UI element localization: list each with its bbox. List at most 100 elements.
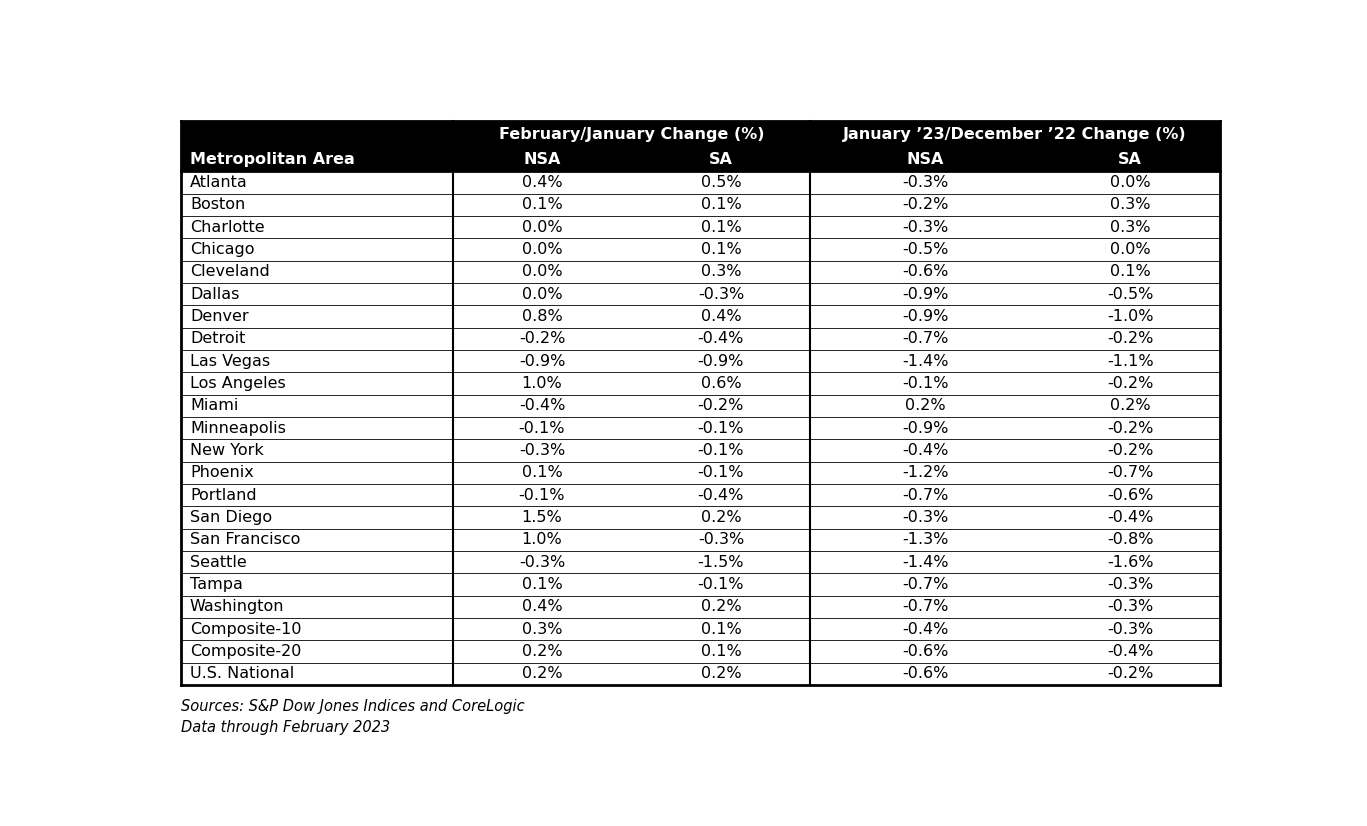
Text: -0.3%: -0.3% bbox=[697, 287, 744, 301]
Text: 0.6%: 0.6% bbox=[700, 376, 741, 391]
Text: -0.4%: -0.4% bbox=[697, 487, 744, 503]
Text: -0.2%: -0.2% bbox=[1107, 420, 1154, 436]
Text: 0.1%: 0.1% bbox=[700, 644, 741, 659]
Text: 0.1%: 0.1% bbox=[700, 197, 741, 212]
Text: 0.2%: 0.2% bbox=[522, 644, 562, 659]
Text: -0.1%: -0.1% bbox=[697, 443, 744, 458]
Text: -0.4%: -0.4% bbox=[1107, 510, 1154, 525]
Text: San Diego: San Diego bbox=[190, 510, 272, 525]
Bar bbox=[182, 121, 1219, 172]
Text: -0.3%: -0.3% bbox=[519, 443, 565, 458]
Text: 1.0%: 1.0% bbox=[522, 533, 562, 548]
Text: 0.0%: 0.0% bbox=[522, 220, 562, 235]
Text: Dallas: Dallas bbox=[190, 287, 239, 301]
Text: Composite-10: Composite-10 bbox=[190, 622, 302, 637]
Text: 0.4%: 0.4% bbox=[700, 309, 741, 324]
Text: 0.2%: 0.2% bbox=[700, 510, 741, 525]
Text: -0.4%: -0.4% bbox=[1107, 644, 1154, 659]
Text: 0.0%: 0.0% bbox=[522, 287, 562, 301]
Text: 0.2%: 0.2% bbox=[1110, 398, 1151, 413]
Text: -0.1%: -0.1% bbox=[697, 577, 744, 592]
Text: -0.2%: -0.2% bbox=[1107, 376, 1154, 391]
Text: 0.3%: 0.3% bbox=[522, 622, 562, 637]
Text: 0.2%: 0.2% bbox=[700, 600, 741, 615]
Text: -0.6%: -0.6% bbox=[1107, 487, 1154, 503]
Text: -0.2%: -0.2% bbox=[1107, 443, 1154, 458]
Text: -0.3%: -0.3% bbox=[902, 220, 949, 235]
Text: -1.2%: -1.2% bbox=[902, 465, 949, 481]
Text: -1.0%: -1.0% bbox=[1107, 309, 1154, 324]
Text: -1.4%: -1.4% bbox=[902, 354, 949, 368]
Text: NSA: NSA bbox=[524, 152, 560, 167]
Text: Washington: Washington bbox=[190, 600, 284, 615]
Text: -0.1%: -0.1% bbox=[697, 465, 744, 481]
Text: -0.5%: -0.5% bbox=[902, 242, 949, 257]
Text: -0.9%: -0.9% bbox=[902, 309, 949, 324]
Text: January ’23/December ’22 Change (%): January ’23/December ’22 Change (%) bbox=[843, 127, 1187, 142]
Text: -0.9%: -0.9% bbox=[902, 420, 949, 436]
Text: Boston: Boston bbox=[190, 197, 245, 212]
Text: -0.2%: -0.2% bbox=[519, 331, 565, 346]
Text: 0.3%: 0.3% bbox=[1110, 197, 1151, 212]
Text: Minneapolis: Minneapolis bbox=[190, 420, 286, 436]
Text: San Francisco: San Francisco bbox=[190, 533, 301, 548]
Text: NSA: NSA bbox=[906, 152, 945, 167]
Text: -0.3%: -0.3% bbox=[902, 510, 949, 525]
Text: -0.5%: -0.5% bbox=[1107, 287, 1154, 301]
Text: 0.2%: 0.2% bbox=[700, 667, 741, 681]
Text: Charlotte: Charlotte bbox=[190, 220, 265, 235]
Text: -0.9%: -0.9% bbox=[697, 354, 744, 368]
Text: 0.5%: 0.5% bbox=[700, 175, 741, 190]
Text: Miami: Miami bbox=[190, 398, 238, 413]
Text: 0.2%: 0.2% bbox=[905, 398, 946, 413]
Text: 0.0%: 0.0% bbox=[1110, 175, 1151, 190]
Text: 0.1%: 0.1% bbox=[522, 577, 562, 592]
Text: 0.0%: 0.0% bbox=[522, 264, 562, 279]
Text: -0.6%: -0.6% bbox=[902, 264, 949, 279]
Text: -0.3%: -0.3% bbox=[697, 533, 744, 548]
Text: -0.8%: -0.8% bbox=[1107, 533, 1154, 548]
Text: -0.4%: -0.4% bbox=[697, 331, 744, 346]
Text: -0.1%: -0.1% bbox=[518, 487, 565, 503]
Text: -0.9%: -0.9% bbox=[902, 287, 949, 301]
Text: Portland: Portland bbox=[190, 487, 257, 503]
Text: Metropolitan Area: Metropolitan Area bbox=[190, 152, 354, 167]
Text: -0.3%: -0.3% bbox=[902, 175, 949, 190]
Text: -1.1%: -1.1% bbox=[1107, 354, 1154, 368]
Text: -0.2%: -0.2% bbox=[697, 398, 744, 413]
Text: -1.4%: -1.4% bbox=[902, 555, 949, 570]
Text: Data through February 2023: Data through February 2023 bbox=[182, 720, 391, 735]
Text: 0.4%: 0.4% bbox=[522, 175, 562, 190]
Text: -0.1%: -0.1% bbox=[518, 420, 565, 436]
Text: 0.3%: 0.3% bbox=[1110, 220, 1151, 235]
Text: 1.5%: 1.5% bbox=[522, 510, 562, 525]
Text: Sources: S&P Dow Jones Indices and CoreLogic: Sources: S&P Dow Jones Indices and CoreL… bbox=[182, 699, 525, 714]
Text: 0.1%: 0.1% bbox=[1110, 264, 1151, 279]
Text: -0.4%: -0.4% bbox=[519, 398, 565, 413]
Text: Composite-20: Composite-20 bbox=[190, 644, 301, 659]
Text: Las Vegas: Las Vegas bbox=[190, 354, 271, 368]
Text: -1.6%: -1.6% bbox=[1107, 555, 1154, 570]
Text: 0.1%: 0.1% bbox=[522, 197, 562, 212]
Text: 0.0%: 0.0% bbox=[1110, 242, 1151, 257]
Text: Chicago: Chicago bbox=[190, 242, 254, 257]
Text: -0.2%: -0.2% bbox=[902, 197, 949, 212]
Text: 0.2%: 0.2% bbox=[522, 667, 562, 681]
Text: 0.1%: 0.1% bbox=[700, 622, 741, 637]
Text: -0.7%: -0.7% bbox=[902, 487, 949, 503]
Text: -1.3%: -1.3% bbox=[902, 533, 949, 548]
Text: Detroit: Detroit bbox=[190, 331, 245, 346]
Text: -0.2%: -0.2% bbox=[1107, 331, 1154, 346]
Text: Seattle: Seattle bbox=[190, 555, 246, 570]
Text: 0.4%: 0.4% bbox=[522, 600, 562, 615]
Text: SA: SA bbox=[709, 152, 733, 167]
Text: Atlanta: Atlanta bbox=[190, 175, 247, 190]
Text: Cleveland: Cleveland bbox=[190, 264, 269, 279]
Text: Los Angeles: Los Angeles bbox=[190, 376, 286, 391]
Text: 0.3%: 0.3% bbox=[701, 264, 741, 279]
Text: 0.8%: 0.8% bbox=[522, 309, 562, 324]
Text: -0.1%: -0.1% bbox=[697, 420, 744, 436]
Text: -0.1%: -0.1% bbox=[902, 376, 949, 391]
Text: -0.7%: -0.7% bbox=[902, 577, 949, 592]
Text: Phoenix: Phoenix bbox=[190, 465, 254, 481]
